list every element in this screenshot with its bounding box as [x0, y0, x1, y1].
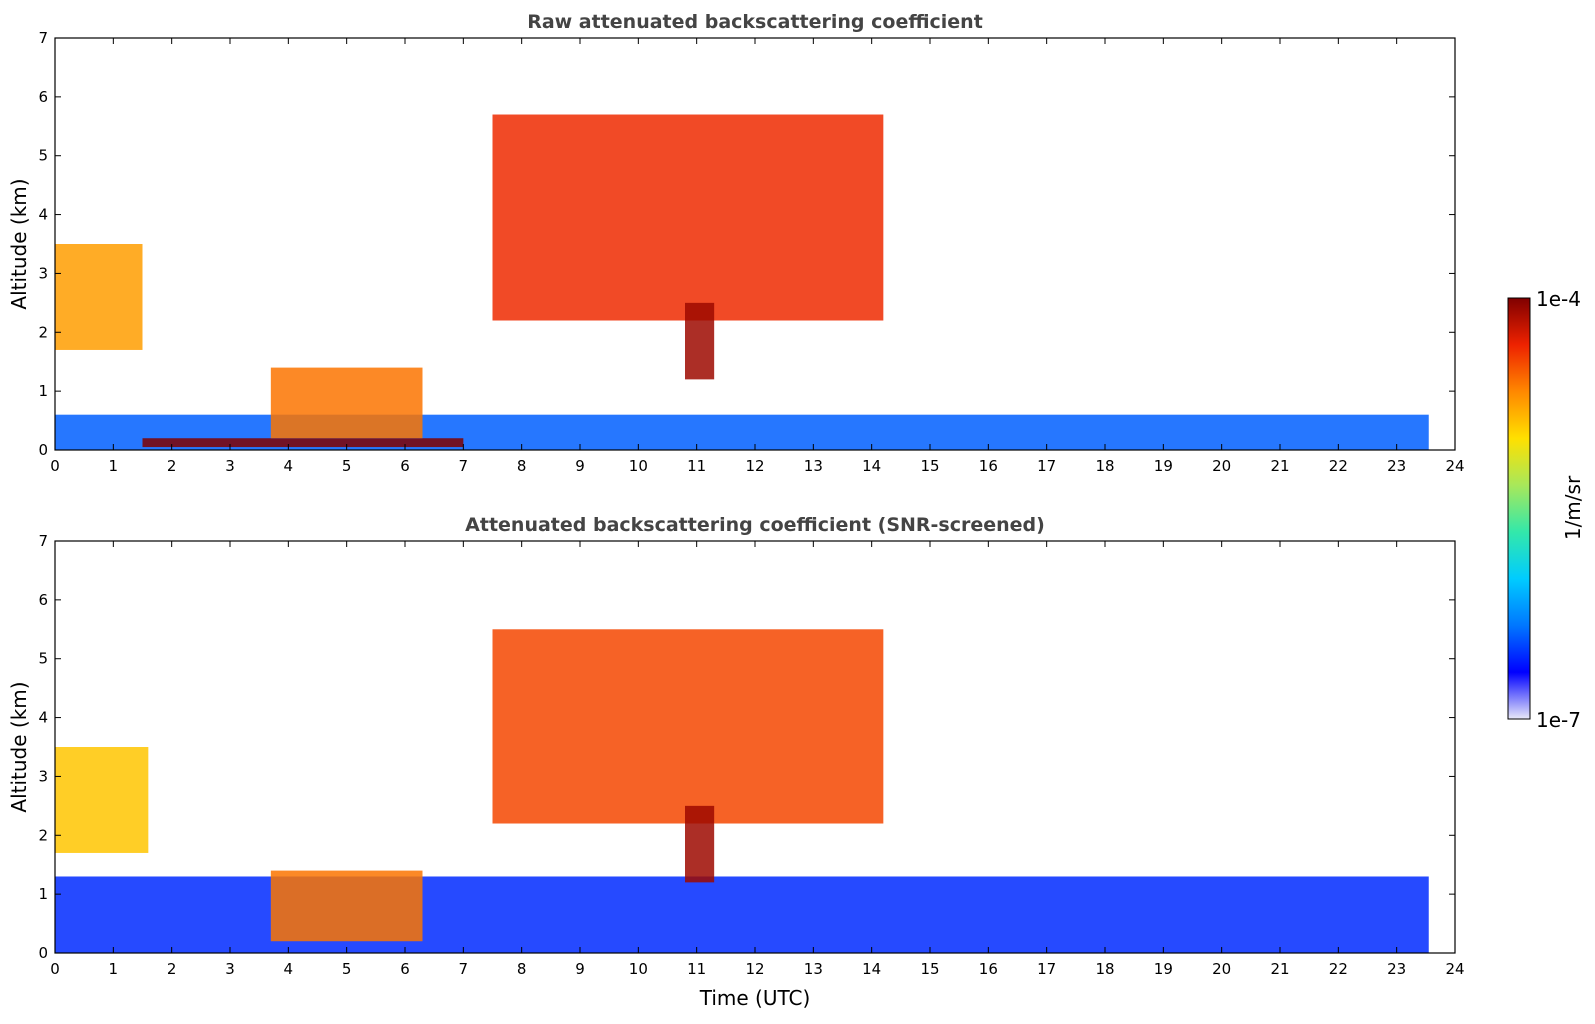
x-tick-label: 3	[225, 960, 235, 978]
x-tick-label: 24	[1445, 960, 1464, 978]
x-tick-label: 16	[979, 960, 998, 978]
y-tick-label: 2	[38, 323, 48, 341]
x-tick-label: 19	[1154, 960, 1173, 978]
panel-title-raw: Raw attenuated backscattering coefficien…	[527, 11, 983, 33]
x-tick-label: 6	[400, 960, 410, 978]
layer-rising-elevated-layer	[492, 629, 884, 824]
x-tick-label: 15	[920, 960, 939, 978]
y-ticks-snr: 0 1 2 3 4 5 6 7	[38, 532, 1455, 962]
x-tick-label: 14	[862, 960, 881, 978]
x-tick-label: 0	[50, 457, 60, 475]
colorbar-unit-label: 1/m/sr	[1561, 475, 1585, 540]
plot-area-snr	[55, 629, 1429, 953]
layer-afternoon-morning-cloud	[270, 367, 423, 439]
x-tick-label: 21	[1270, 457, 1289, 475]
panel-title-snr: Attenuated backscattering coefficient (S…	[465, 514, 1045, 536]
x-tick-label: 23	[1387, 457, 1406, 475]
x-tick-label: 18	[1095, 960, 1114, 978]
y-tick-label: 3	[38, 264, 48, 282]
x-tick-label: 19	[1154, 457, 1173, 475]
x-tick-label: 10	[629, 457, 648, 475]
x-tick-label: 12	[745, 960, 764, 978]
x-tick-label: 7	[459, 457, 469, 475]
y-tick-label: 0	[38, 441, 48, 459]
x-tick-label: 14	[862, 457, 881, 475]
x-tick-label: 9	[575, 960, 585, 978]
layer-dense-plume-near-11-utc	[685, 805, 715, 883]
y-tick-label: 1	[38, 885, 48, 903]
x-tick-label: 7	[459, 960, 469, 978]
x-tick-label: 10	[629, 960, 648, 978]
x-tick-label: 9	[575, 457, 585, 475]
x-ticks-snr: 0 1 2 3 4 5 6 7 8 9 10 11 12 13 14 15 16 17 18 19 20 21 22 23 24	[50, 541, 1465, 978]
colorbar-bar	[1507, 297, 1531, 720]
y-tick-label: 4	[38, 709, 48, 727]
y-axis-label-raw: Altitude (km)	[7, 178, 31, 309]
x-tick-label: 0	[50, 960, 60, 978]
panel-snr: Attenuated backscattering coefficient (S…	[7, 514, 1465, 1010]
x-axis-label: Time (UTC)	[699, 986, 811, 1010]
y-tick-label: 6	[38, 591, 48, 609]
x-tick-label: 5	[342, 960, 352, 978]
x-tick-label: 13	[804, 960, 823, 978]
x-tick-label: 6	[400, 457, 410, 475]
x-tick-label: 8	[517, 960, 527, 978]
colorbar: 1e-4 1e-7 1/m/sr	[1507, 287, 1585, 732]
x-tick-label: 4	[284, 457, 294, 475]
x-tick-label: 20	[1212, 960, 1231, 978]
x-tick-label: 15	[920, 457, 939, 475]
y-tick-label: 1	[38, 382, 48, 400]
x-tick-label: 12	[745, 457, 764, 475]
y-tick-label: 4	[38, 206, 48, 224]
x-tick-label: 20	[1212, 457, 1231, 475]
x-tick-label: 8	[517, 457, 527, 475]
x-tick-label: 1	[109, 457, 119, 475]
y-tick-label: 6	[38, 88, 48, 106]
x-tick-label: 23	[1387, 960, 1406, 978]
x-tick-label: 22	[1329, 457, 1348, 475]
x-tick-label: 4	[284, 960, 294, 978]
x-tick-label: 17	[1037, 960, 1056, 978]
y-tick-label: 7	[38, 532, 48, 550]
layer-aerosol-boundary-layer	[55, 876, 1429, 953]
plot-area-raw	[55, 114, 1429, 450]
layer-morning-cloud-layer	[55, 747, 149, 853]
x-tick-label: 16	[979, 457, 998, 475]
x-tick-label: 2	[167, 960, 177, 978]
layer-morning-cloud-layer	[55, 244, 143, 350]
x-tick-label: 24	[1445, 457, 1464, 475]
y-tick-label: 5	[38, 147, 48, 165]
layer-dense-plume-near-11-utc	[685, 302, 715, 380]
x-tick-label: 21	[1270, 960, 1289, 978]
x-tick-label: 11	[687, 457, 706, 475]
y-ticks-raw: 0 1 2 3 4 5 6 7	[38, 29, 1455, 459]
layer-afternoon-morning-cloud	[270, 870, 423, 942]
y-tick-label: 5	[38, 650, 48, 668]
panel-raw: Raw attenuated backscattering coefficien…	[7, 11, 1465, 475]
x-tick-label: 2	[167, 457, 177, 475]
colorbar-min-label: 1e-7	[1536, 708, 1581, 732]
y-tick-label: 3	[38, 767, 48, 785]
y-tick-label: 7	[38, 29, 48, 47]
y-axis-label-snr: Altitude (km)	[7, 681, 31, 812]
x-tick-label: 3	[225, 457, 235, 475]
layer-low-dense-cloud	[142, 438, 464, 448]
x-tick-label: 13	[804, 457, 823, 475]
layer-rising-elevated-layer	[492, 114, 884, 321]
x-tick-label: 17	[1037, 457, 1056, 475]
colorbar-max-label: 1e-4	[1536, 287, 1581, 311]
x-tick-label: 18	[1095, 457, 1114, 475]
y-tick-label: 0	[38, 944, 48, 962]
x-tick-label: 1	[109, 960, 119, 978]
x-tick-label: 22	[1329, 960, 1348, 978]
x-ticks-raw: 0 1 2 3 4 5 6 7 8 9 10 11 12 13 14 15 16 17 18 19 20 21 22 23 24	[50, 38, 1465, 475]
x-tick-label: 11	[687, 960, 706, 978]
y-tick-label: 2	[38, 826, 48, 844]
x-tick-label: 5	[342, 457, 352, 475]
